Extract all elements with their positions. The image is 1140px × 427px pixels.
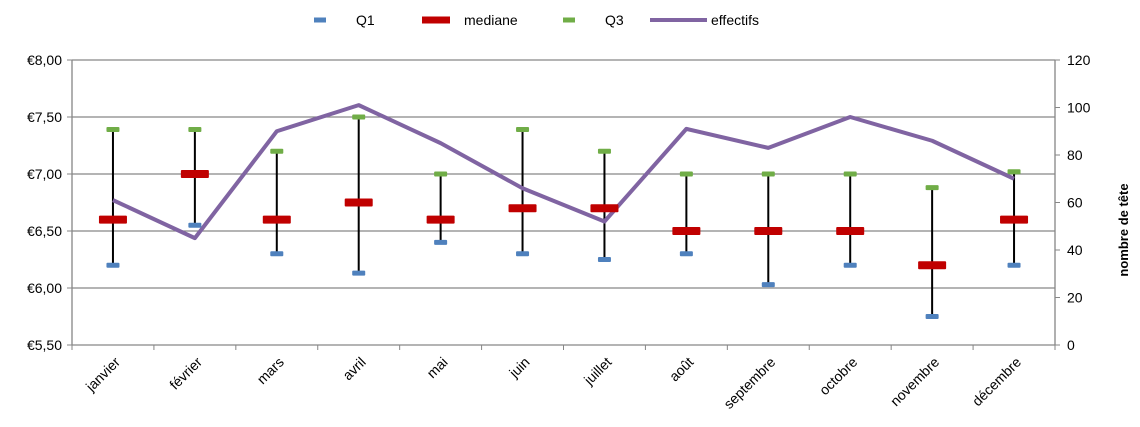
x-tick-label: octobre: [816, 354, 860, 398]
q1-marker: [188, 222, 202, 228]
x-tick-label: janvier: [82, 354, 123, 395]
y2-tick-label: 60: [1067, 195, 1083, 211]
range-bars: [111, 117, 1016, 317]
mediane-marker: [426, 215, 455, 224]
mediane-marker: [754, 227, 783, 235]
x-tick-label: avril: [339, 354, 368, 383]
q3-marker: [106, 127, 120, 133]
q3-marker: [188, 127, 202, 133]
y2-tick-label: 20: [1067, 290, 1083, 306]
q1-marker: [925, 314, 939, 319]
y-tick-label: €5,50: [27, 337, 62, 353]
x-tick-label: août: [666, 354, 697, 385]
legend-label-mediane: mediane: [464, 12, 518, 28]
y-tick-label: €7,50: [27, 109, 62, 125]
q1-marker: [434, 239, 448, 245]
q1-marker: [106, 262, 120, 268]
y-tick-label: €8,00: [27, 52, 62, 68]
y2-tick-label: 120: [1067, 52, 1091, 68]
x-tick-label: décembre: [969, 354, 1024, 409]
effectifs-line: [112, 103, 1015, 241]
q3-marker: [270, 148, 284, 154]
q3-marker: [761, 171, 775, 177]
q1-marker: [352, 270, 366, 276]
y-tick-label: €6,00: [27, 280, 62, 296]
x-tick-label: novembre: [887, 354, 942, 409]
x-tick-label: juillet: [580, 354, 615, 389]
legend-swatch-Q1: [314, 17, 326, 23]
mediane-marker: [1000, 215, 1029, 224]
q3-marker: [434, 171, 448, 177]
legend-swatch-mediane: [422, 16, 450, 24]
x-tick-label: septembre: [720, 354, 778, 412]
mediane-marker: [590, 204, 619, 213]
q3-marker: [597, 148, 611, 154]
q1-marker: [270, 251, 284, 257]
x-tick-label: mars: [254, 354, 287, 387]
mediane-marker: [918, 261, 947, 270]
q1-marker: [843, 262, 857, 268]
gridlines: [72, 59, 1055, 346]
y2-tick-label: 100: [1067, 100, 1091, 116]
mediane-marker: [262, 215, 291, 224]
mediane-marker: [508, 204, 537, 213]
effectifs-layer: [112, 103, 1015, 241]
legend-swatch-Q3: [563, 17, 575, 23]
quartile-markers: [98, 114, 1029, 319]
mediane-marker: [672, 227, 701, 235]
q1-marker: [761, 282, 775, 288]
q1-marker: [1007, 262, 1021, 268]
q3-marker: [352, 114, 366, 120]
y2-tick-label: 80: [1067, 147, 1083, 163]
axes: €5,50 €6,00 €6,50 €7,00 €7,50 €8,00 0 20 40 60 80 1…: [27, 52, 1091, 412]
x-tick-label: juin: [505, 354, 532, 381]
mediane-marker: [98, 215, 127, 224]
y-tick-label: €6,50: [27, 223, 62, 239]
mediane-marker: [836, 227, 865, 235]
x-tick-label: février: [166, 354, 205, 393]
q1-marker: [597, 257, 611, 262]
q3-marker: [925, 185, 939, 191]
y-tick-label: €7,00: [27, 166, 62, 182]
legend-label-Q1: Q1: [356, 12, 375, 28]
q3-marker: [843, 171, 857, 177]
y2-axis-title: nombre de tête: [1116, 183, 1131, 276]
q1-marker: [516, 251, 530, 257]
legend-label-effectifs: effectifs: [711, 12, 759, 28]
mediane-marker: [344, 198, 373, 207]
q3-marker: [1007, 169, 1021, 175]
q3-marker: [516, 127, 530, 133]
y2-tick-label: 0: [1067, 337, 1075, 353]
legend-label-Q3: Q3: [605, 12, 624, 28]
x-tick-label: mai: [423, 354, 450, 381]
mediane-marker: [180, 170, 209, 178]
q1-marker: [679, 251, 693, 257]
legend: Q1 mediane Q3 effectifs: [314, 12, 759, 28]
y2-tick-label: 40: [1067, 242, 1083, 258]
q3-marker: [679, 171, 693, 177]
